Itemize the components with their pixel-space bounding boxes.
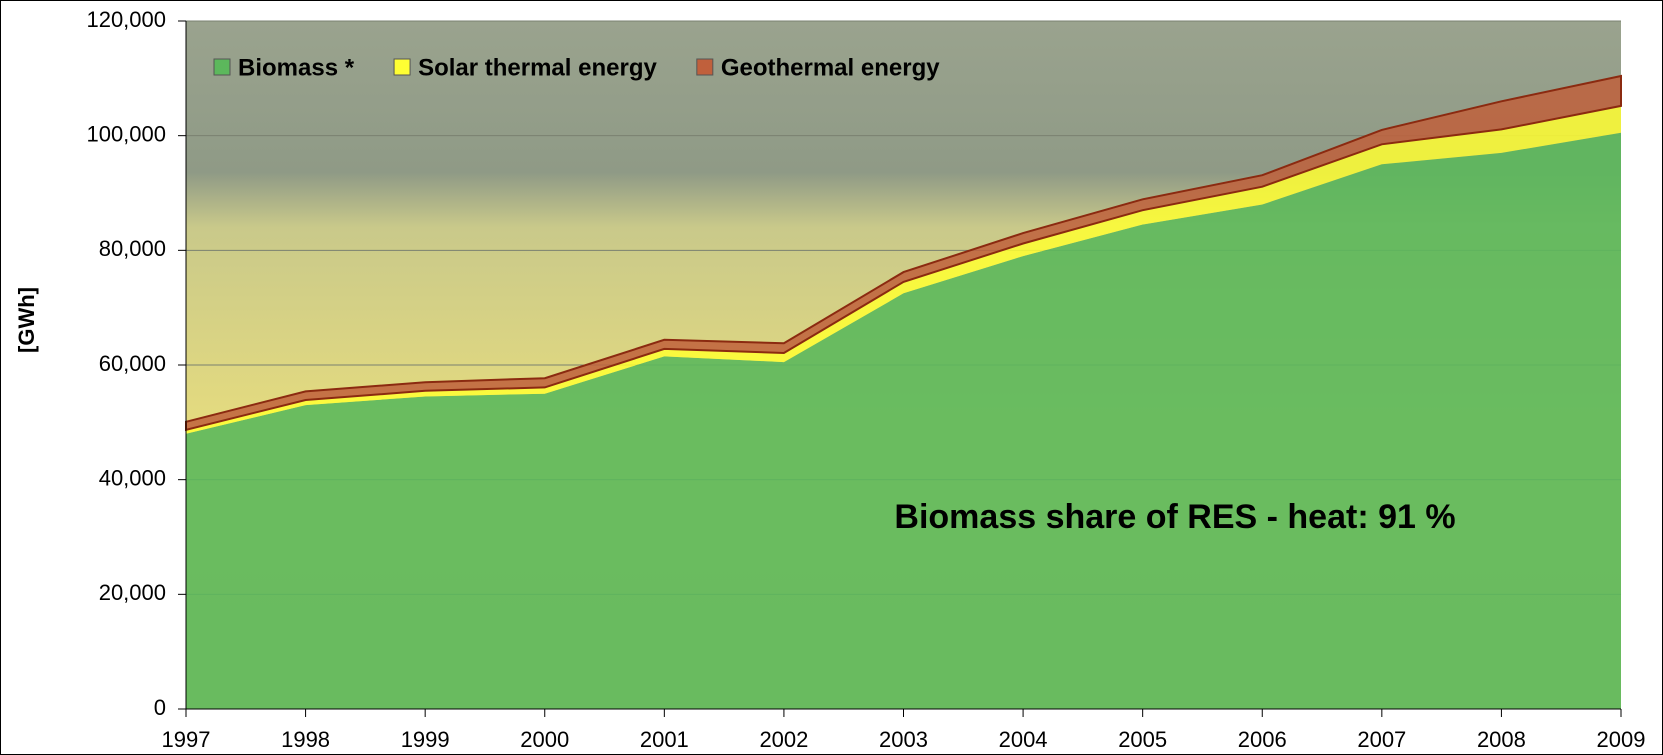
x-tick-label: 2009 xyxy=(1597,727,1646,752)
x-tick-label: 2001 xyxy=(640,727,689,752)
legend-text: Solar thermal energy xyxy=(418,54,657,81)
x-tick-label: 2003 xyxy=(879,727,928,752)
legend-swatch xyxy=(393,58,411,76)
y-tick-label: 0 xyxy=(154,695,166,720)
area xyxy=(186,105,1621,434)
legend-text: Biomass * xyxy=(238,54,355,81)
y-tick-label: 20,000 xyxy=(99,580,166,605)
legend-text: Geothermal energy xyxy=(721,54,940,81)
x-tick-label: 2008 xyxy=(1477,727,1526,752)
y-tick-label: 100,000 xyxy=(86,121,166,146)
y-axis-label: [GWh] xyxy=(14,287,39,353)
x-tick-label: 1999 xyxy=(401,727,450,752)
y-tick-label: 40,000 xyxy=(99,465,166,490)
x-tick-label: 2000 xyxy=(520,727,569,752)
y-tick-label: 60,000 xyxy=(99,351,166,376)
x-tick-label: 2006 xyxy=(1238,727,1287,752)
area xyxy=(185,74,1622,432)
legend-swatch xyxy=(213,58,231,76)
legend-swatch xyxy=(696,58,714,76)
y-tick-label: 120,000 xyxy=(86,7,166,32)
annotation: Biomass share of RES - heat: 91 % xyxy=(894,498,1455,536)
x-tick-label: 2005 xyxy=(1118,727,1167,752)
x-tick-label: 2004 xyxy=(999,727,1048,752)
x-tick-label: 1997 xyxy=(162,727,211,752)
area xyxy=(186,132,1621,710)
x-tick-label: 2007 xyxy=(1357,727,1406,752)
y-tick-label: 80,000 xyxy=(99,236,166,261)
x-tick-label: 1998 xyxy=(281,727,330,752)
x-tick-label: 2002 xyxy=(759,727,808,752)
